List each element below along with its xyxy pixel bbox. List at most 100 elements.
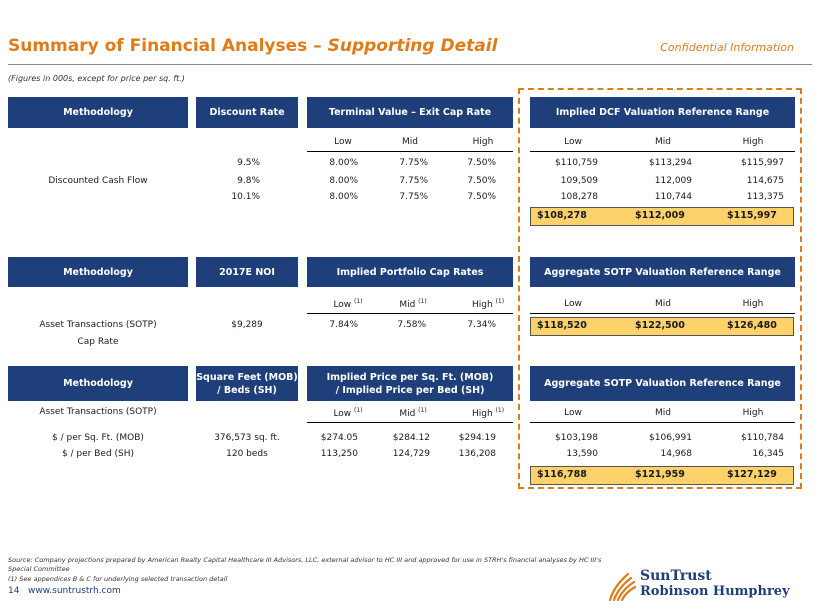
- s1-r0-thigh: 7.50%: [467, 158, 496, 168]
- s1-sub-mid: Mid: [402, 137, 418, 147]
- s1-r1-tmid: 7.75%: [399, 176, 428, 186]
- s2-sub-low: Low (1): [333, 298, 363, 310]
- s2-cap-low: 7.84%: [329, 320, 358, 330]
- s3-sub-rule: [307, 422, 513, 423]
- s1-sub-low: Low: [334, 137, 352, 147]
- s1-row-label: Discounted Cash Flow: [48, 176, 148, 186]
- s3-sub-mid2: Mid: [655, 408, 671, 418]
- s1-r1-rate: 9.8%: [237, 176, 260, 186]
- s3-r1-label: $ / per Bed (SH): [61, 449, 135, 459]
- s3-row-header: Asset Transactions (SOTP): [39, 407, 157, 417]
- s1-r0-vlow: $110,759: [555, 158, 598, 168]
- confidential-label: Confidential Information: [660, 41, 794, 54]
- s1-r1-thigh: 7.50%: [467, 176, 496, 186]
- s2-total-mid: $122,500: [635, 320, 685, 331]
- s3-r1-plow: 113,250: [320, 449, 358, 459]
- s2-sub-low2: Low: [564, 299, 582, 309]
- logo-robinson-humphrey: Robinson Humphrey: [640, 584, 790, 599]
- s1-r0-tlow: 8.00%: [329, 158, 358, 168]
- s3-r1-qty: 120 beds: [226, 449, 268, 459]
- s3-total-range: $116,788 $121,959 $127,129: [530, 466, 794, 485]
- s3-header-price: Implied Price per Sq. Ft. (MOB) / Implied…: [307, 366, 513, 401]
- s3-r1-pmid: 124,729: [392, 449, 430, 459]
- s2-sub-mid: Mid (1): [399, 298, 427, 310]
- s3-header-sotp: Aggregate SOTP Valuation Reference Range: [530, 366, 795, 401]
- logo-suntrust: SunTrust: [640, 568, 712, 584]
- s1-sub-mid2: Mid: [655, 137, 671, 147]
- s2-cap-high: 7.34%: [467, 320, 496, 330]
- s3-r1-vlow: 13,590: [566, 449, 599, 459]
- s3-r0-pmid: $284.12: [392, 433, 430, 443]
- s2-sub-mid2: Mid: [655, 299, 671, 309]
- website-link[interactable]: www.suntrustrh.com: [28, 586, 121, 596]
- s3-total-low: $116,788: [537, 469, 587, 480]
- s1-total-range: $108,278 $112,009 $115,997: [530, 207, 794, 226]
- s3-r1-vmid: 14,968: [660, 449, 693, 459]
- s2-noi: $9,289: [231, 320, 263, 330]
- s1-total-low: $108,278: [537, 210, 587, 221]
- source-note: Source: Company projections prepared by …: [8, 556, 602, 573]
- s1-r2-vlow: 108,278: [560, 192, 598, 202]
- s2-header-sotp: Aggregate SOTP Valuation Reference Range: [530, 257, 795, 287]
- s1-r0-vhigh: $115,997: [741, 158, 784, 168]
- s1-r2-tlow: 8.00%: [329, 192, 358, 202]
- s3-r0-label: $ / per Sq. Ft. (MOB): [52, 433, 144, 443]
- s1-sub-rule: [307, 151, 513, 152]
- s1-r0-rate: 9.5%: [237, 158, 260, 168]
- s2-total-low: $118,520: [537, 320, 587, 331]
- s1-header-terminal-value: Terminal Value – Exit Cap Rate: [307, 97, 513, 128]
- s1-r2-vmid: 110,744: [654, 192, 692, 202]
- s1-r1-tlow: 8.00%: [329, 176, 358, 186]
- s1-total-high: $115,997: [727, 210, 777, 221]
- s3-r1-phigh: 136,208: [458, 449, 496, 459]
- s1-header-methodology: Methodology: [8, 97, 188, 128]
- page-number: 14: [8, 586, 20, 596]
- s2-cap-mid: 7.58%: [397, 320, 426, 330]
- sunburst-logo-icon: [606, 568, 637, 602]
- s1-r2-tmid: 7.75%: [399, 192, 428, 202]
- s3-r0-vmid: $106,991: [649, 433, 692, 443]
- page-footer: 14 www.suntrustrh.com: [8, 586, 121, 596]
- s3-total-high: $127,129: [727, 469, 777, 480]
- s3-r1-vhigh: 16,345: [752, 449, 785, 459]
- s2-sub-high: High (1): [471, 298, 505, 310]
- s3-sub-low: Low (1): [333, 407, 363, 419]
- s1-r2-rate: 10.1%: [231, 192, 260, 202]
- s3-r0-vhigh: $110,784: [741, 433, 784, 443]
- figures-note: (Figures in 000s, except for price per s…: [8, 74, 185, 83]
- s1-r1-vmid: 112,009: [654, 176, 692, 186]
- s3-header-sqft: Square Feet (MOB) / Beds (SH): [196, 366, 298, 401]
- s2-sub-high2: High: [742, 299, 764, 309]
- s3-header-methodology: Methodology: [8, 366, 188, 401]
- s1-sub-high: High: [472, 137, 494, 147]
- s2-sub-rule2: [530, 313, 795, 314]
- s1-header-implied-dcf: Implied DCF Valuation Reference Range: [530, 97, 795, 128]
- dcf-sotp-highlight-box: [518, 88, 802, 489]
- s2-row-label-2: Cap Rate: [77, 337, 119, 347]
- s3-sub-high: High (1): [471, 407, 505, 419]
- s1-sub-low2: Low: [564, 137, 582, 147]
- s2-row-label: Asset Transactions (SOTP): [39, 320, 157, 330]
- s2-total-range: $118,520 $122,500 $126,480: [530, 317, 794, 336]
- s2-header-methodology: Methodology: [8, 257, 188, 287]
- s1-r1-vhigh: 114,675: [746, 176, 784, 186]
- s2-total-high: $126,480: [727, 320, 777, 331]
- s1-r0-tmid: 7.75%: [399, 158, 428, 168]
- footnote-1: (1) See appendices B & C for underlying …: [8, 575, 228, 583]
- s3-sub-rule2: [530, 422, 795, 423]
- s3-r0-plow: $274.05: [320, 433, 358, 443]
- s3-sub-mid: Mid (1): [399, 407, 427, 419]
- s2-header-cap-rates: Implied Portfolio Cap Rates: [307, 257, 513, 287]
- s3-r0-phigh: $294.19: [458, 433, 496, 443]
- s1-sub-rule2: [530, 151, 795, 152]
- s1-r1-vlow: 109,509: [560, 176, 598, 186]
- page-title: Summary of Financial Analyses – Supporti…: [8, 36, 498, 56]
- s1-r2-thigh: 7.50%: [467, 192, 496, 202]
- s3-sub-high2: High: [742, 408, 764, 418]
- s1-r2-vhigh: 113,375: [746, 192, 784, 202]
- s3-r0-qty: 376,573 sq. ft.: [214, 433, 280, 443]
- s1-sub-high2: High: [742, 137, 764, 147]
- title-divider: [8, 64, 812, 65]
- s2-header-noi: 2017E NOI: [196, 257, 298, 287]
- s2-sub-rule: [307, 313, 513, 314]
